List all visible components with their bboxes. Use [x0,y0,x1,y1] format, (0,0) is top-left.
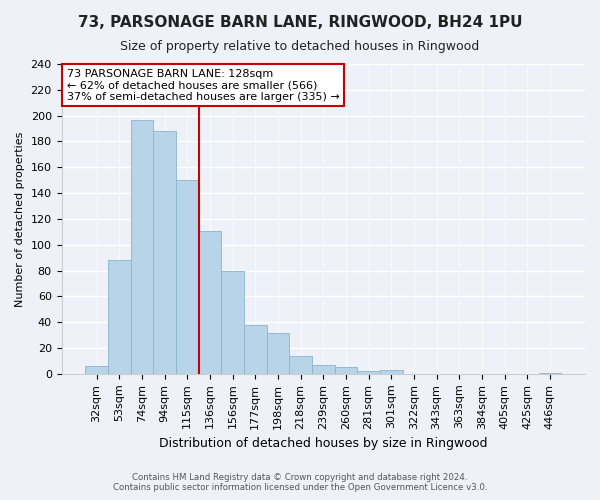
Bar [335,368,357,374]
Bar [380,370,403,374]
Bar [131,120,154,374]
Bar [221,270,244,374]
X-axis label: Distribution of detached houses by size in Ringwood: Distribution of detached houses by size … [159,437,488,450]
Text: 73, PARSONAGE BARN LANE, RINGWOOD, BH24 1PU: 73, PARSONAGE BARN LANE, RINGWOOD, BH24 … [78,15,522,30]
Bar [539,372,561,374]
Bar [199,230,221,374]
Bar [289,356,312,374]
Text: Size of property relative to detached houses in Ringwood: Size of property relative to detached ho… [121,40,479,53]
Bar [85,366,108,374]
Text: 73 PARSONAGE BARN LANE: 128sqm
← 62% of detached houses are smaller (566)
37% of: 73 PARSONAGE BARN LANE: 128sqm ← 62% of … [67,68,340,102]
Bar [176,180,199,374]
Bar [357,372,380,374]
Bar [312,365,335,374]
Bar [154,131,176,374]
Bar [244,325,266,374]
Bar [108,260,131,374]
Bar [266,332,289,374]
Y-axis label: Number of detached properties: Number of detached properties [15,132,25,306]
Text: Contains HM Land Registry data © Crown copyright and database right 2024.
Contai: Contains HM Land Registry data © Crown c… [113,473,487,492]
